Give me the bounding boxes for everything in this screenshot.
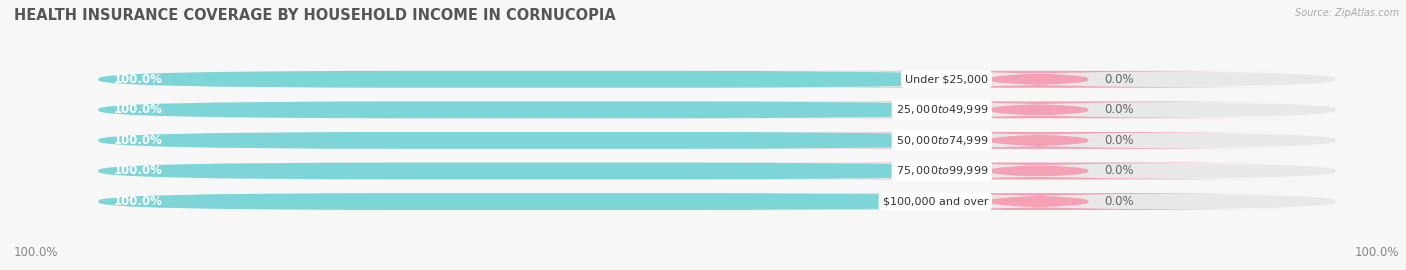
Text: $25,000 to $49,999: $25,000 to $49,999 bbox=[896, 103, 988, 116]
Text: 100.0%: 100.0% bbox=[114, 103, 162, 116]
FancyBboxPatch shape bbox=[98, 132, 990, 149]
FancyBboxPatch shape bbox=[98, 71, 990, 88]
Text: $100,000 and over: $100,000 and over bbox=[883, 197, 988, 207]
Text: $50,000 to $74,999: $50,000 to $74,999 bbox=[896, 134, 988, 147]
FancyBboxPatch shape bbox=[782, 71, 1295, 88]
FancyBboxPatch shape bbox=[782, 132, 1295, 149]
Text: 100.0%: 100.0% bbox=[114, 73, 162, 86]
FancyBboxPatch shape bbox=[98, 193, 1336, 210]
Text: $75,000 to $99,999: $75,000 to $99,999 bbox=[896, 164, 988, 177]
Text: 100.0%: 100.0% bbox=[114, 164, 162, 177]
Text: Source: ZipAtlas.com: Source: ZipAtlas.com bbox=[1295, 8, 1399, 18]
Text: 0.0%: 0.0% bbox=[1104, 164, 1135, 177]
Text: 100.0%: 100.0% bbox=[114, 134, 162, 147]
FancyBboxPatch shape bbox=[782, 163, 1295, 179]
FancyBboxPatch shape bbox=[98, 193, 990, 210]
FancyBboxPatch shape bbox=[98, 163, 1336, 179]
FancyBboxPatch shape bbox=[98, 102, 990, 118]
Text: 0.0%: 0.0% bbox=[1104, 134, 1135, 147]
Text: 0.0%: 0.0% bbox=[1104, 73, 1135, 86]
FancyBboxPatch shape bbox=[782, 102, 1295, 118]
FancyBboxPatch shape bbox=[782, 193, 1295, 210]
Text: 0.0%: 0.0% bbox=[1104, 103, 1135, 116]
FancyBboxPatch shape bbox=[98, 132, 1336, 149]
FancyBboxPatch shape bbox=[98, 163, 990, 179]
Text: 100.0%: 100.0% bbox=[114, 195, 162, 208]
Text: Under $25,000: Under $25,000 bbox=[905, 74, 988, 84]
Text: 100.0%: 100.0% bbox=[14, 246, 59, 259]
FancyBboxPatch shape bbox=[98, 71, 1336, 88]
Text: 100.0%: 100.0% bbox=[1354, 246, 1399, 259]
Text: 0.0%: 0.0% bbox=[1104, 195, 1135, 208]
FancyBboxPatch shape bbox=[98, 102, 1336, 118]
Text: HEALTH INSURANCE COVERAGE BY HOUSEHOLD INCOME IN CORNUCOPIA: HEALTH INSURANCE COVERAGE BY HOUSEHOLD I… bbox=[14, 8, 616, 23]
